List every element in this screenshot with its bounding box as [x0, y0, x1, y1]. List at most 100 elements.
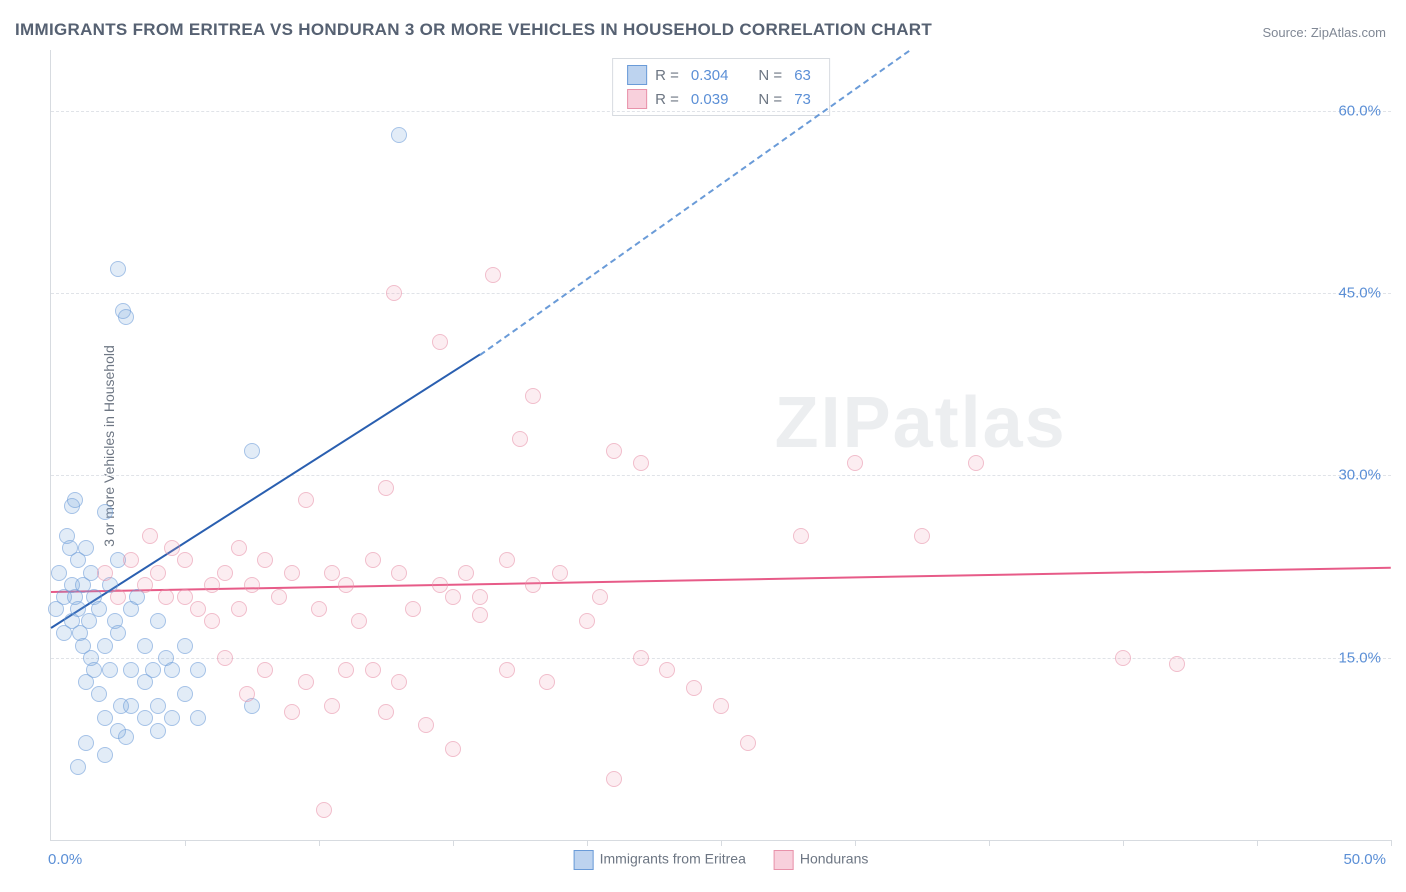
- x-tick: [587, 840, 588, 846]
- data-point: [150, 613, 166, 629]
- data-point: [158, 589, 174, 605]
- data-point: [606, 443, 622, 459]
- data-point: [177, 686, 193, 702]
- source-attribution: Source: ZipAtlas.com: [1262, 25, 1386, 40]
- data-point: [472, 607, 488, 623]
- data-point: [177, 638, 193, 654]
- data-point: [686, 680, 702, 696]
- legend-label: Hondurans: [800, 851, 869, 867]
- legend-swatch: [627, 65, 647, 85]
- data-point: [472, 589, 488, 605]
- data-point: [499, 552, 515, 568]
- legend-r-value: 0.039: [691, 91, 729, 108]
- chart-container: IMMIGRANTS FROM ERITREA VS HONDURAN 3 OR…: [0, 0, 1406, 892]
- gridline-h: [51, 293, 1391, 294]
- data-point: [633, 650, 649, 666]
- legend-n-label: N =: [758, 91, 782, 108]
- data-point: [271, 589, 287, 605]
- data-point: [365, 552, 381, 568]
- data-point: [579, 613, 595, 629]
- x-tick: [453, 840, 454, 846]
- data-point: [713, 698, 729, 714]
- legend-n-value: 73: [794, 91, 811, 108]
- x-tick: [855, 840, 856, 846]
- data-point: [914, 528, 930, 544]
- data-point: [1169, 656, 1185, 672]
- data-point: [391, 127, 407, 143]
- data-point: [365, 662, 381, 678]
- data-point: [97, 504, 113, 520]
- legend-row: R = 0.039 N = 73: [627, 87, 815, 111]
- data-point: [137, 638, 153, 654]
- data-point: [324, 698, 340, 714]
- x-tick: [989, 840, 990, 846]
- data-point: [231, 540, 247, 556]
- data-point: [378, 704, 394, 720]
- data-point: [150, 698, 166, 714]
- data-point: [110, 261, 126, 277]
- data-point: [539, 674, 555, 690]
- gridline-h: [51, 111, 1391, 112]
- data-point: [512, 431, 528, 447]
- data-point: [164, 540, 180, 556]
- legend-r-label: R =: [655, 91, 679, 108]
- data-point: [284, 704, 300, 720]
- data-point: [445, 741, 461, 757]
- legend-item: Immigrants from Eritrea: [574, 850, 746, 870]
- y-tick-label: 15.0%: [1338, 649, 1381, 666]
- data-point: [67, 492, 83, 508]
- x-tick: [1391, 840, 1392, 846]
- data-point: [432, 334, 448, 350]
- data-point: [137, 710, 153, 726]
- data-point: [137, 577, 153, 593]
- data-point: [123, 552, 139, 568]
- data-point: [123, 662, 139, 678]
- data-point: [97, 710, 113, 726]
- data-point: [552, 565, 568, 581]
- data-point: [847, 455, 863, 471]
- gridline-h: [51, 658, 1391, 659]
- legend-row: R = 0.304N = 63: [627, 63, 815, 87]
- data-point: [145, 662, 161, 678]
- x-tick-label: 50.0%: [1343, 851, 1386, 868]
- data-point: [164, 710, 180, 726]
- data-point: [298, 492, 314, 508]
- data-point: [118, 309, 134, 325]
- data-point: [351, 613, 367, 629]
- data-point: [91, 686, 107, 702]
- data-point: [177, 589, 193, 605]
- data-point: [110, 625, 126, 641]
- data-point: [97, 747, 113, 763]
- data-point: [432, 577, 448, 593]
- data-point: [190, 601, 206, 617]
- data-point: [793, 528, 809, 544]
- legend-label: Immigrants from Eritrea: [600, 851, 746, 867]
- data-point: [204, 613, 220, 629]
- data-point: [231, 601, 247, 617]
- data-point: [1115, 650, 1131, 666]
- legend-swatch: [627, 89, 647, 109]
- chart-title: IMMIGRANTS FROM ERITREA VS HONDURAN 3 OR…: [15, 20, 932, 40]
- data-point: [659, 662, 675, 678]
- data-point: [378, 480, 394, 496]
- data-point: [525, 577, 541, 593]
- x-tick: [1257, 840, 1258, 846]
- x-tick: [1123, 840, 1124, 846]
- data-point: [142, 528, 158, 544]
- series-legend: Immigrants from Eritrea Hondurans: [574, 850, 869, 870]
- data-point: [177, 552, 193, 568]
- data-point: [633, 455, 649, 471]
- data-point: [217, 650, 233, 666]
- data-point: [391, 674, 407, 690]
- x-tick: [185, 840, 186, 846]
- data-point: [485, 267, 501, 283]
- x-tick: [721, 840, 722, 846]
- legend-swatch: [574, 850, 594, 870]
- data-point: [91, 601, 107, 617]
- data-point: [740, 735, 756, 751]
- data-point: [150, 565, 166, 581]
- data-point: [78, 540, 94, 556]
- data-point: [592, 589, 608, 605]
- data-point: [386, 285, 402, 301]
- data-point: [150, 723, 166, 739]
